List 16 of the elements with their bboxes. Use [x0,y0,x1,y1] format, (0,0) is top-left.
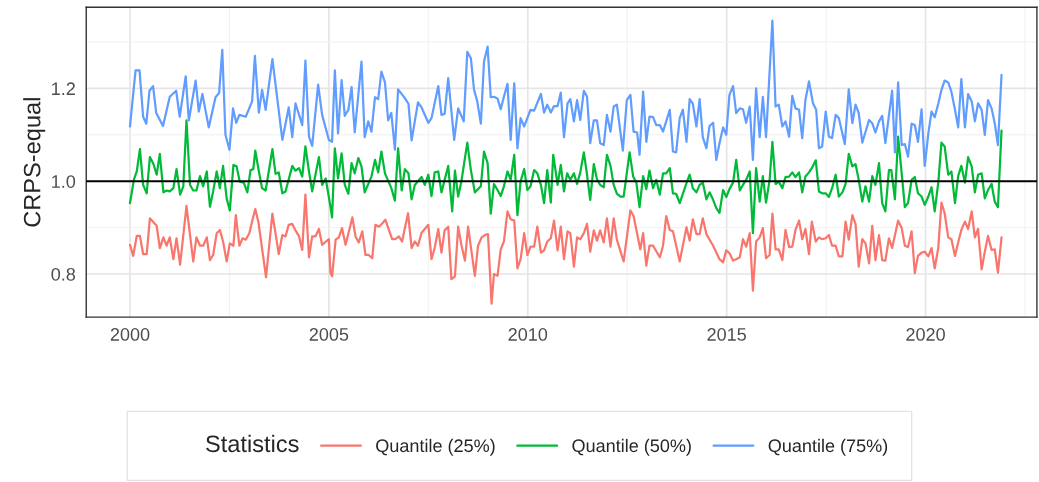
y-tick-label: 1.0 [52,175,76,188]
y-axis-title: CRPS-equal [23,98,46,227]
line-series [128,19,1003,168]
x-tick-label: 2005 [309,328,349,341]
legend-title: Statistics [206,434,299,453]
line-series [128,193,1003,305]
y-tick-label: 1.2 [52,82,75,95]
x-tick-label: 2000 [110,328,150,341]
line-series [128,119,1003,235]
legend-label: Quantile (50%) [572,438,691,456]
legend-label: Quantile (75%) [768,438,888,456]
legend-label: Quantile (25%) [376,438,495,456]
x-tick-label: 2010 [508,328,548,341]
x-tick-label: 2020 [906,328,945,341]
y-tick-label: 0.8 [51,267,76,281]
x-tick-label: 2015 [707,328,746,341]
